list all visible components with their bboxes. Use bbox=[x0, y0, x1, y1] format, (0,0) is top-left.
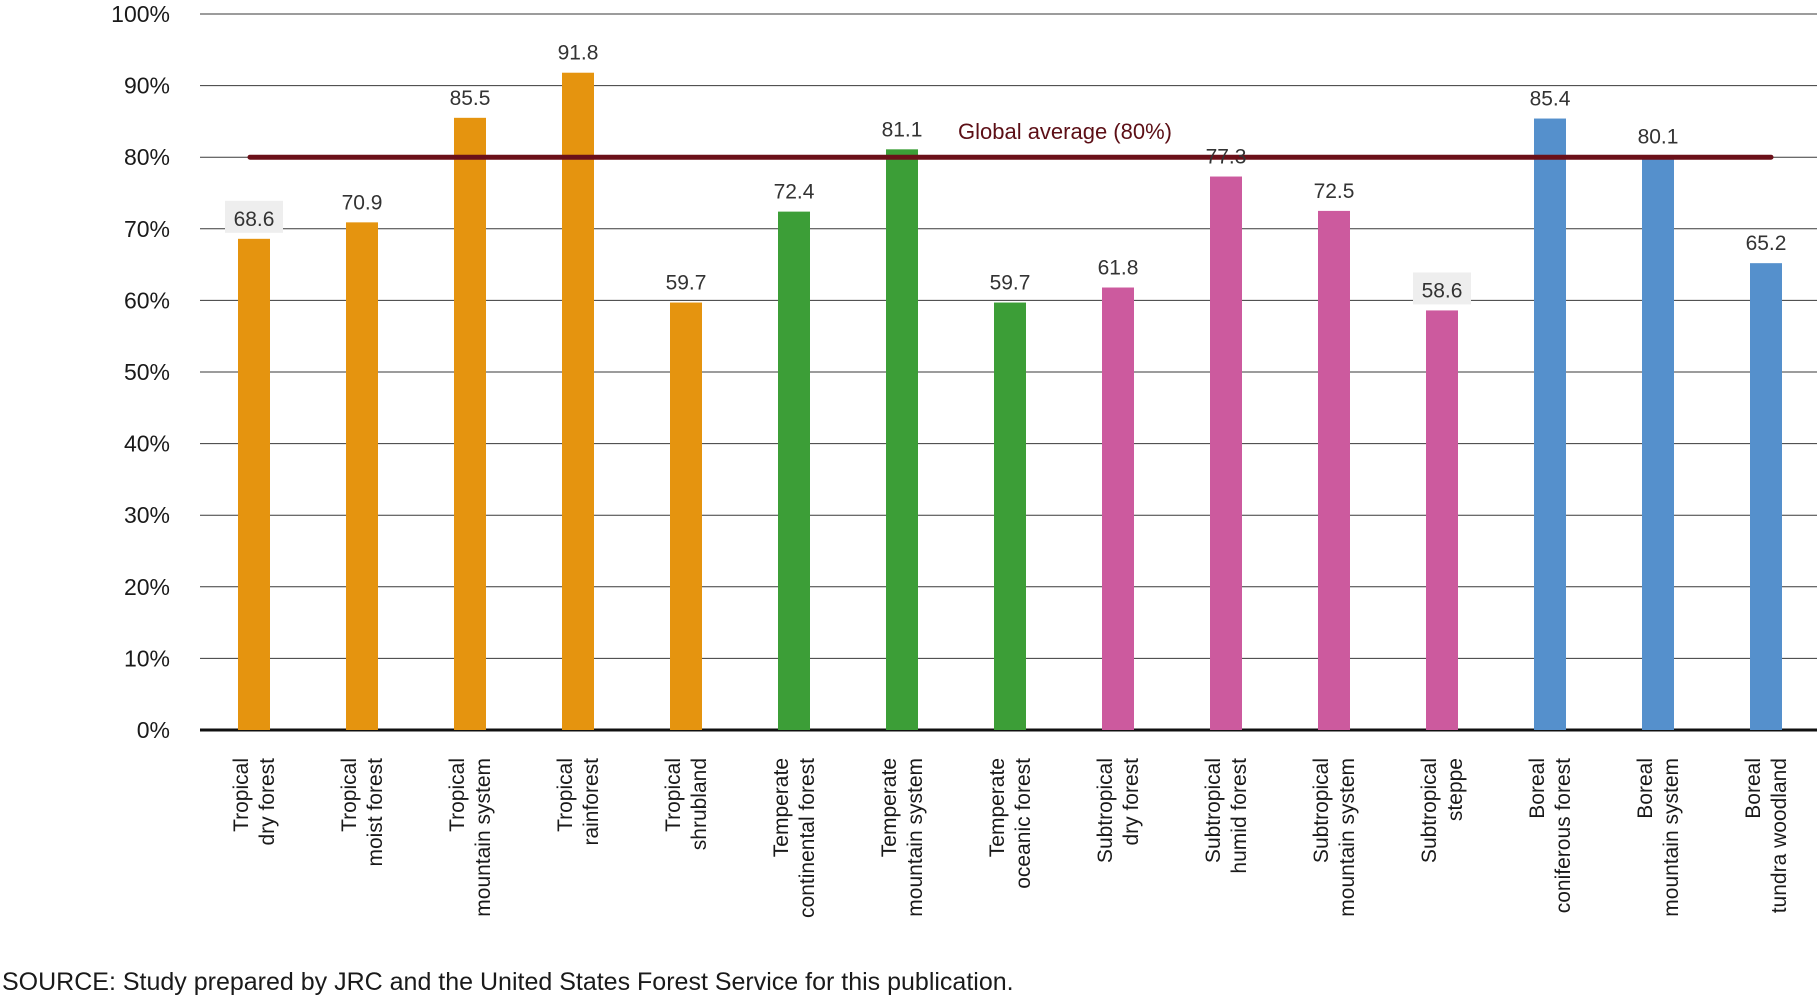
value-label: 58.6 bbox=[1422, 279, 1463, 302]
bar bbox=[1534, 118, 1566, 730]
category-label-line: Tropical bbox=[338, 758, 361, 832]
category-label: Tropical shrubland bbox=[662, 758, 711, 850]
bars bbox=[238, 72, 1782, 731]
category-label-line: Tropical bbox=[230, 758, 253, 832]
value-labels: 68.6 70.9 85.5 91.8 59.7 72.4 81.1 59.7 61.8 77.3… bbox=[225, 42, 1786, 305]
category-label: Temperate continental forest bbox=[770, 758, 819, 918]
global-average-label: Global average (80%) bbox=[958, 119, 1172, 144]
category-label-line: Temperate bbox=[770, 758, 793, 857]
value-label: 85.4 bbox=[1530, 88, 1571, 111]
value-label: 65.2 bbox=[1746, 232, 1787, 255]
bar bbox=[1318, 210, 1350, 730]
category-label: Tropical dry forest bbox=[230, 758, 279, 846]
value-label: 61.8 bbox=[1098, 257, 1139, 280]
value-label: 77.3 bbox=[1206, 146, 1247, 169]
bar bbox=[1426, 310, 1458, 730]
category-label-line: Boreal bbox=[1526, 758, 1549, 819]
value-label: 70.9 bbox=[342, 191, 383, 214]
reference-line-group: Global average (80%) bbox=[247, 119, 1774, 160]
value-label: 59.7 bbox=[990, 272, 1031, 295]
category-label: Tropical rainforest bbox=[554, 758, 603, 846]
category-label: Temperate oceanic forest bbox=[986, 758, 1035, 889]
bar bbox=[1642, 156, 1674, 730]
bar bbox=[886, 149, 918, 731]
value-label: 72.5 bbox=[1314, 180, 1355, 203]
bar bbox=[1210, 176, 1242, 731]
category-label-line: coniferous forest bbox=[1552, 758, 1575, 913]
bar bbox=[562, 72, 594, 731]
bar bbox=[238, 238, 270, 730]
y-tick-label: 40% bbox=[124, 431, 170, 457]
category-label: Temperate mountain system bbox=[878, 758, 927, 917]
x-axis: Tropical dry forest Tropical moist forest Tr… bbox=[230, 758, 1791, 918]
source-note: SOURCE: Study prepared by JRC and the Un… bbox=[2, 968, 1014, 996]
category-label: Boreal coniferous forest bbox=[1526, 758, 1575, 913]
value-label-highlight bbox=[225, 200, 283, 233]
value-label: 91.8 bbox=[558, 42, 599, 65]
bar bbox=[670, 302, 702, 730]
category-label-line: humid forest bbox=[1228, 758, 1251, 874]
category-label: Tropical mountain system bbox=[446, 758, 495, 917]
category-label-line: moist forest bbox=[364, 758, 387, 867]
category-label-line: shrubland bbox=[688, 758, 711, 850]
bar bbox=[1102, 287, 1134, 730]
category-label-line: oceanic forest bbox=[1012, 758, 1035, 889]
category-label-line: mountain system bbox=[904, 758, 927, 917]
category-label-line: rainforest bbox=[580, 758, 603, 846]
value-label: 85.5 bbox=[450, 87, 491, 110]
bar bbox=[778, 211, 810, 731]
category-label: Tropical moist forest bbox=[338, 758, 387, 867]
y-tick-label: 10% bbox=[124, 645, 170, 671]
category-label-line: mountain system bbox=[1336, 758, 1359, 917]
value-label-highlight bbox=[1413, 272, 1471, 305]
y-tick-label: 70% bbox=[124, 216, 170, 242]
y-tick-label: 20% bbox=[124, 574, 170, 600]
category-label-line: mountain system bbox=[472, 758, 495, 917]
category-label-line: continental forest bbox=[796, 758, 819, 918]
bar bbox=[346, 222, 378, 730]
category-label-line: dry forest bbox=[1120, 758, 1143, 846]
y-axis: 0% 10% 20% 30% 40% 50% 60% 70% 80% 90% 100% bbox=[111, 1, 170, 743]
category-label-line: Boreal bbox=[1742, 758, 1765, 819]
category-label-line: Subtropical bbox=[1418, 758, 1441, 863]
y-tick-label: 60% bbox=[124, 287, 170, 313]
y-tick-label: 50% bbox=[124, 359, 170, 385]
category-label-line: Tropical bbox=[662, 758, 685, 832]
y-tick-label: 30% bbox=[124, 502, 170, 528]
category-label-line: tundra woodland bbox=[1768, 758, 1791, 913]
y-tick-label: 80% bbox=[124, 144, 170, 170]
category-label: Subtropical humid forest bbox=[1202, 758, 1251, 874]
category-label: Boreal tundra woodland bbox=[1742, 758, 1791, 913]
category-label-line: Tropical bbox=[554, 758, 577, 832]
category-label-line: steppe bbox=[1444, 758, 1467, 821]
category-label: Subtropical mountain system bbox=[1310, 758, 1359, 917]
value-label: 68.6 bbox=[234, 208, 275, 231]
category-label-line: dry forest bbox=[256, 758, 279, 846]
y-tick-label: 90% bbox=[124, 73, 170, 99]
category-label-line: Temperate bbox=[986, 758, 1009, 857]
category-label-line: Boreal bbox=[1634, 758, 1657, 819]
value-label: 81.1 bbox=[882, 118, 923, 141]
value-label: 80.1 bbox=[1638, 125, 1679, 148]
y-tick-label: 100% bbox=[111, 1, 170, 27]
category-label: Subtropical steppe bbox=[1418, 758, 1467, 863]
value-label: 59.7 bbox=[666, 272, 707, 295]
bar bbox=[454, 117, 486, 730]
value-label: 72.4 bbox=[774, 181, 815, 204]
y-tick-label: 0% bbox=[137, 717, 170, 743]
category-label-line: mountain system bbox=[1660, 758, 1683, 917]
bar bbox=[994, 302, 1026, 730]
category-label-line: Tropical bbox=[446, 758, 469, 832]
category-label-line: Subtropical bbox=[1094, 758, 1117, 863]
category-label-line: Temperate bbox=[878, 758, 901, 857]
category-label-line: Subtropical bbox=[1310, 758, 1333, 863]
bar bbox=[1750, 263, 1782, 730]
category-label: Subtropical dry forest bbox=[1094, 758, 1143, 863]
category-label-line: Subtropical bbox=[1202, 758, 1225, 863]
category-label: Boreal mountain system bbox=[1634, 758, 1683, 917]
